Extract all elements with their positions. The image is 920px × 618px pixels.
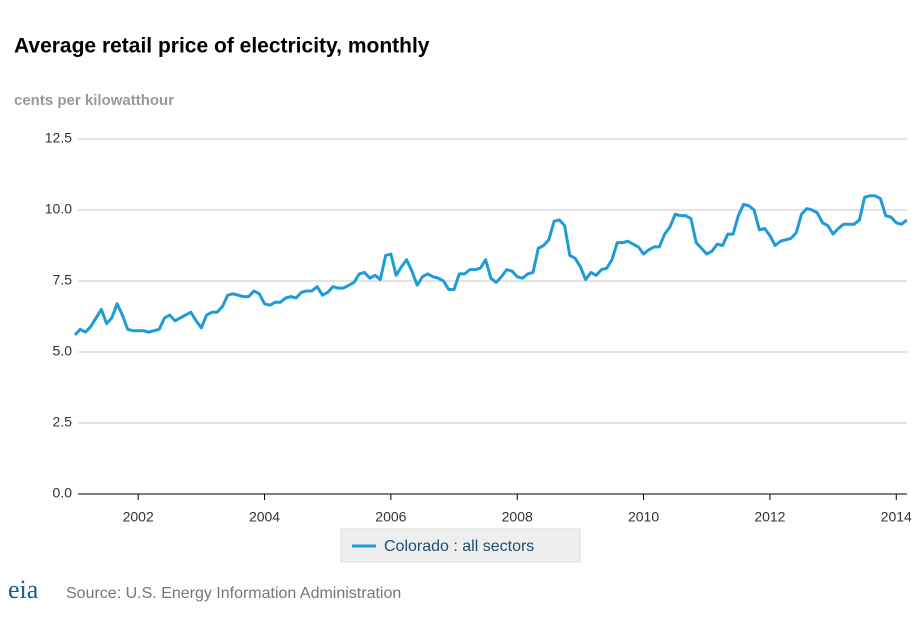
y-tick-label: 0.0 bbox=[53, 485, 73, 501]
x-tick-label: 2012 bbox=[754, 509, 785, 525]
legend-label: Colorado : all sectors bbox=[384, 538, 534, 555]
chart-title: Average retail price of electricity, mon… bbox=[14, 35, 430, 58]
y-tick-label: 10.0 bbox=[45, 201, 72, 217]
legend-box bbox=[340, 528, 581, 563]
x-tick-label: 2008 bbox=[502, 509, 533, 525]
y-tick-label: 2.5 bbox=[53, 414, 73, 430]
x-tick-label: 2002 bbox=[123, 509, 154, 525]
y-axis-label: cents per kilowatthour bbox=[14, 92, 174, 109]
x-tick-label: 2004 bbox=[249, 509, 280, 525]
source: Source: U.S. Energy Information Administ… bbox=[66, 585, 401, 602]
y-tick-label: 12.5 bbox=[45, 130, 72, 146]
y-tick-label: 5.0 bbox=[53, 343, 73, 359]
y-tick-label: 7.5 bbox=[53, 272, 73, 288]
logo: eia bbox=[8, 575, 39, 604]
x-tick-label: 2014 bbox=[881, 509, 912, 525]
x-tick-label: 2006 bbox=[375, 509, 406, 525]
data-line bbox=[73, 194, 908, 336]
x-tick-label: 2010 bbox=[628, 509, 659, 525]
